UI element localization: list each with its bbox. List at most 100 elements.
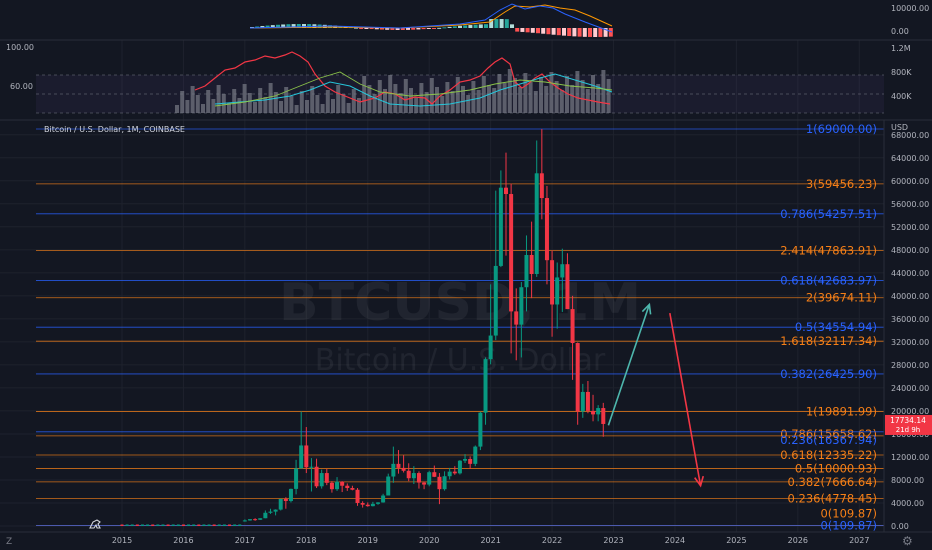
candle-body <box>156 524 160 526</box>
candle-body <box>478 412 483 447</box>
volume-bar <box>403 79 408 113</box>
year-tick-label: 2018 <box>296 536 316 545</box>
volume-bar <box>445 82 450 113</box>
rsi-line <box>194 51 611 105</box>
price-tick-label: 20000.00 <box>891 407 929 416</box>
year-tick-label: 2022 <box>542 536 562 545</box>
candle-body <box>120 524 124 526</box>
fib-level-label: 0.382(7666.64) <box>788 475 877 489</box>
top-histogram-bar <box>291 24 296 28</box>
projection-arrowhead-down <box>694 475 705 488</box>
candle-body <box>601 408 606 424</box>
volume-bar <box>232 89 237 113</box>
candle-body <box>596 408 601 415</box>
candle-body <box>370 503 375 507</box>
year-tick-label: 2027 <box>849 536 869 545</box>
candle-body <box>376 502 380 504</box>
price-tick-label: 48000.00 <box>891 246 929 255</box>
candle-body <box>565 264 570 310</box>
volume-bar <box>247 93 252 113</box>
rsi-average-line <box>214 73 613 107</box>
top-histogram-bar <box>395 28 400 30</box>
fib-level-label: 0(109.87) <box>820 518 877 532</box>
candle-body <box>176 524 180 526</box>
top-histogram-bar <box>582 28 587 37</box>
candle-body <box>192 524 196 526</box>
candle-body <box>233 524 237 526</box>
volume-bar <box>180 91 185 113</box>
top-histogram-bar <box>515 28 520 32</box>
top-histogram-bar <box>551 28 556 35</box>
volume-bar <box>320 104 325 113</box>
candle-body <box>504 187 508 195</box>
candle-body <box>473 446 478 464</box>
price-tick-label: 68000.00 <box>891 131 929 140</box>
candle-body <box>263 512 268 519</box>
top-histogram-bar <box>510 24 514 28</box>
volume-bar <box>513 78 517 113</box>
candle-body <box>258 518 263 520</box>
volume-bar <box>253 102 257 113</box>
fib-level-label: 0.786(15658.62) <box>780 427 877 441</box>
top-histogram-bar <box>270 25 275 28</box>
volume-bar <box>279 101 283 113</box>
time-axis[interactable]: 2015 2016 2017 2018 2019 2020 2021 2022 2023 2024… <box>0 531 932 548</box>
candle-body <box>555 277 560 305</box>
candle-body <box>422 482 427 485</box>
top-histogram-bar <box>265 25 270 28</box>
candle-body <box>340 481 345 486</box>
top-histogram-bar <box>426 28 431 29</box>
candle-body <box>519 287 524 325</box>
top-histogram-bar <box>411 28 416 30</box>
volume-bar <box>549 72 554 113</box>
candle-body <box>283 498 288 502</box>
candle-body <box>309 466 314 468</box>
top-histogram-bar <box>468 25 473 28</box>
volume-bar <box>372 94 377 113</box>
symbol-line: Bitcoin / U.S. Dollar, 1M, COINBASE <box>44 125 185 134</box>
top-histogram-bar <box>504 19 509 28</box>
candle-body <box>335 481 340 490</box>
price-ticks: 68000.00 64000.00 60000.00 56000.00 52000.00… <box>891 131 929 531</box>
volume-bar <box>487 85 491 113</box>
candle-body <box>483 359 488 413</box>
top-histogram-bar <box>302 24 306 28</box>
volume-bar <box>585 89 590 113</box>
year-tick-label: 2020 <box>419 536 439 545</box>
volume-bar <box>216 85 221 113</box>
volume-bar <box>237 98 242 113</box>
candle-body <box>140 524 144 526</box>
price-tick-label: 4000.00 <box>891 499 924 508</box>
top-histogram-bar <box>385 28 390 30</box>
candle-body <box>509 194 514 312</box>
volume-bar <box>284 87 289 113</box>
gear-icon[interactable]: ⚙ <box>902 534 913 548</box>
candle-body <box>365 504 370 507</box>
year-ticks: 2015 2016 2017 2018 2019 2020 2021 2022 2023 2024… <box>112 536 870 545</box>
top-histogram-bar <box>494 19 499 28</box>
candle-body <box>396 463 401 468</box>
volume-bar <box>461 86 465 113</box>
candle-body <box>468 458 473 464</box>
candle-body <box>591 410 596 415</box>
candle-body <box>524 255 529 288</box>
top-histogram-bar <box>608 28 613 37</box>
volume-bar <box>383 89 387 113</box>
candle-body <box>294 468 299 489</box>
top-histogram-bar <box>577 28 582 37</box>
fib-level-label: 0.5(10000.93) <box>795 461 877 475</box>
top-histogram-bar <box>546 28 551 35</box>
price-tick-label: 56000.00 <box>891 200 929 209</box>
volume-bar <box>450 91 455 113</box>
volume-bar <box>601 70 606 113</box>
candle-body <box>288 488 293 502</box>
candle-body <box>161 524 165 526</box>
price-axis[interactable]: USD 68000.00 64000.00 60000.00 56000.00 5200… <box>883 120 932 532</box>
candle-body <box>135 524 139 526</box>
volume-bar <box>523 73 528 113</box>
candle-body <box>452 471 457 474</box>
volume-bar <box>435 87 439 113</box>
price-tick-label: 36000.00 <box>891 315 929 324</box>
